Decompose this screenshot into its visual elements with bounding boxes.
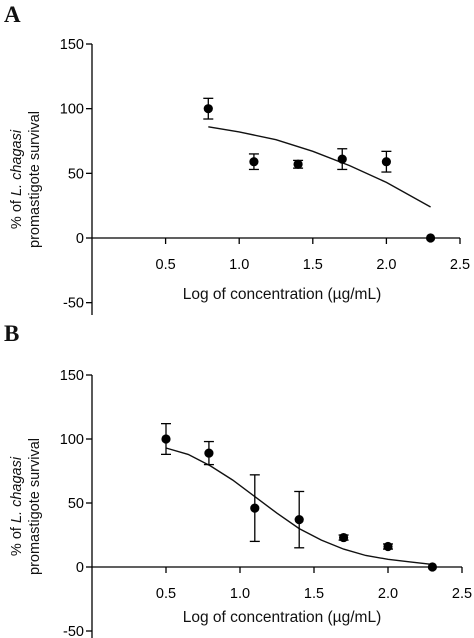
- data-point-a: [381, 157, 391, 167]
- data-point-b: [427, 562, 437, 572]
- data-point-b: [294, 515, 304, 525]
- data-point-a: [293, 159, 303, 169]
- y-axis-label-b: % of L. chagasi promastigote survival: [8, 397, 48, 617]
- x-tick-label-b: 2.0: [378, 586, 398, 602]
- x-tick-label-a: 1.5: [303, 257, 323, 273]
- chart-panel-a: 150 100 50 0 -50 0.5 1.0 1.5 2.0 2.5 A % of L. ch…: [4, 2, 470, 315]
- y-tick-label-b: 50: [68, 496, 84, 512]
- chart-panel-b: 150 100 50 0 -50 0.5 1.0 1.5 2.0 2.5 B % of L. ch…: [0, 319, 474, 638]
- y-tick-label-b: 100: [60, 432, 84, 448]
- x-tick-label-a: 2.5: [450, 257, 470, 273]
- data-point-b: [383, 541, 393, 552]
- y-axis-label-a-prefix: % of: [9, 196, 25, 230]
- y-tick-label-b: 0: [76, 560, 84, 576]
- y-tick-label-a: 0: [76, 231, 84, 247]
- y-tick-label-a: -50: [63, 296, 84, 312]
- y-axis-label-a-species: L. chagasi: [9, 129, 25, 197]
- panel-label-a: A: [4, 2, 21, 27]
- chart-b-svg: 150 100 50 0 -50 0.5 1.0 1.5 2.0 2.5: [60, 368, 472, 638]
- y-tick-label-a: 150: [60, 37, 84, 53]
- x-tick-label-a: 2.0: [376, 257, 396, 273]
- y-tick-label-a: 50: [68, 166, 84, 182]
- x-axis-label-a: Log of concentration (µg/mL): [182, 286, 382, 303]
- y-tick-label-a: 100: [60, 102, 84, 118]
- data-point-b: [161, 434, 171, 444]
- x-tick-label-a: 1.0: [229, 257, 249, 273]
- y-axis-label-b-prefix: % of: [9, 523, 25, 557]
- data-point-b: [204, 448, 214, 458]
- x-tick-label-b: 1.0: [230, 586, 250, 602]
- x-axis-label-b: Log of concentration (µg/mL): [182, 609, 382, 626]
- y-tick-label-b: -50: [63, 624, 84, 638]
- y-tick-label-b: 150: [60, 368, 84, 384]
- data-point-b: [339, 532, 349, 543]
- data-point-a: [249, 157, 259, 167]
- y-axis-label-a: % of L. chagasi promastigote survival: [8, 70, 48, 290]
- panel-label-b: B: [4, 321, 20, 346]
- y-axis-label-b-line2: promastigote survival: [27, 438, 43, 575]
- x-tick-label-b: 1.5: [304, 586, 324, 602]
- y-axis-label-a-line2: promastigote survival: [27, 111, 43, 248]
- x-tick-label-b: 2.5: [452, 586, 472, 602]
- data-point-a: [337, 154, 347, 164]
- x-tick-label-b: 0.5: [156, 586, 176, 602]
- fit-curve-a: [208, 126, 431, 208]
- y-axis-label-b-species: L. chagasi: [9, 456, 25, 524]
- data-point-a: [203, 104, 213, 114]
- chart-a-svg: 150 100 50 0 -50 0.5 1.0 1.5 2.0 2.5: [60, 37, 470, 315]
- data-point-b: [250, 503, 260, 513]
- x-tick-label-a: 0.5: [156, 257, 176, 273]
- data-point-a: [425, 233, 436, 243]
